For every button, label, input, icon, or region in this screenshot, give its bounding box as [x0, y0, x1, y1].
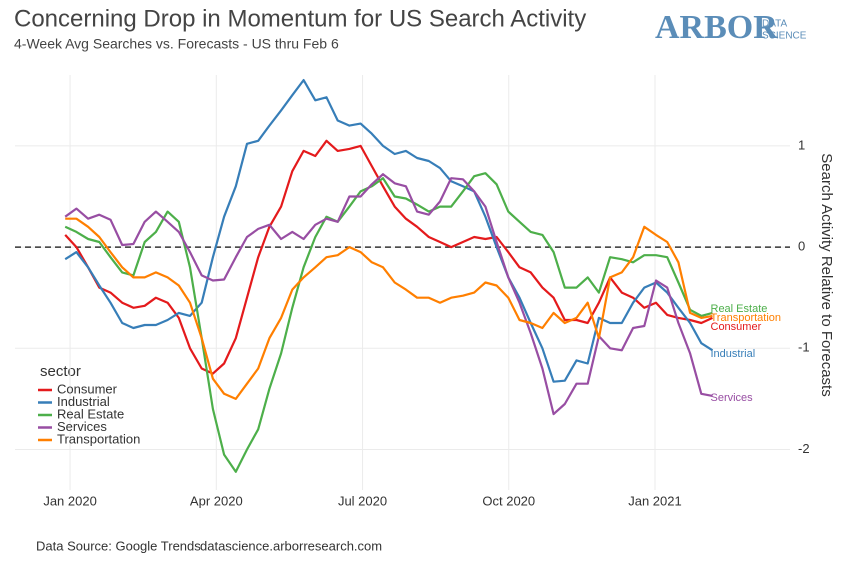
series-line [64, 139, 713, 375]
end-label: Services [711, 392, 754, 404]
series-line [64, 79, 714, 383]
end-label: Transportation [711, 312, 782, 324]
x-tick-label: Apr 2020 [190, 493, 243, 508]
legend-label: Real Estate [57, 406, 124, 421]
legend-label: Services [57, 419, 107, 434]
end-label: Real Estate [711, 303, 768, 315]
series-line [65, 217, 713, 400]
x-tick-label: Jan 2021 [628, 493, 682, 508]
y-tick-label: -1 [798, 340, 810, 355]
y-axis-label: Search Activity Relative to Forecasts [818, 153, 835, 396]
legend-label: Industrial [57, 394, 110, 409]
series-line [64, 173, 713, 416]
source: Data Source: Google Trends [36, 538, 201, 553]
logo: ARBOR DATA SCIENCE [655, 9, 807, 46]
website: datascience.arborresearch.com [200, 538, 382, 553]
x-tick-label: Jul 2020 [338, 493, 387, 508]
legend-label: Transportation [57, 431, 140, 446]
legend-title: sector [40, 363, 81, 380]
y-tick-label: -2 [798, 441, 810, 456]
chart-title: Concerning Drop in Momentum for US Searc… [14, 5, 586, 32]
logo-sub: DATA [762, 19, 788, 30]
end-label: Industrial [711, 348, 756, 360]
x-tick-label: Oct 2020 [482, 493, 535, 508]
y-tick-label: 0 [798, 239, 805, 254]
logo-name: ARBOR [655, 9, 778, 46]
chart-subtitle: 4-Week Avg Searches vs. Forecasts - US t… [14, 36, 339, 52]
logo-sub: SCIENCE [762, 31, 807, 42]
end-label: Consumer [711, 321, 762, 333]
series-line [64, 172, 713, 473]
legend-label: Consumer [57, 381, 118, 396]
x-tick-label: Jan 2020 [43, 493, 97, 508]
y-tick-label: 1 [798, 137, 805, 152]
